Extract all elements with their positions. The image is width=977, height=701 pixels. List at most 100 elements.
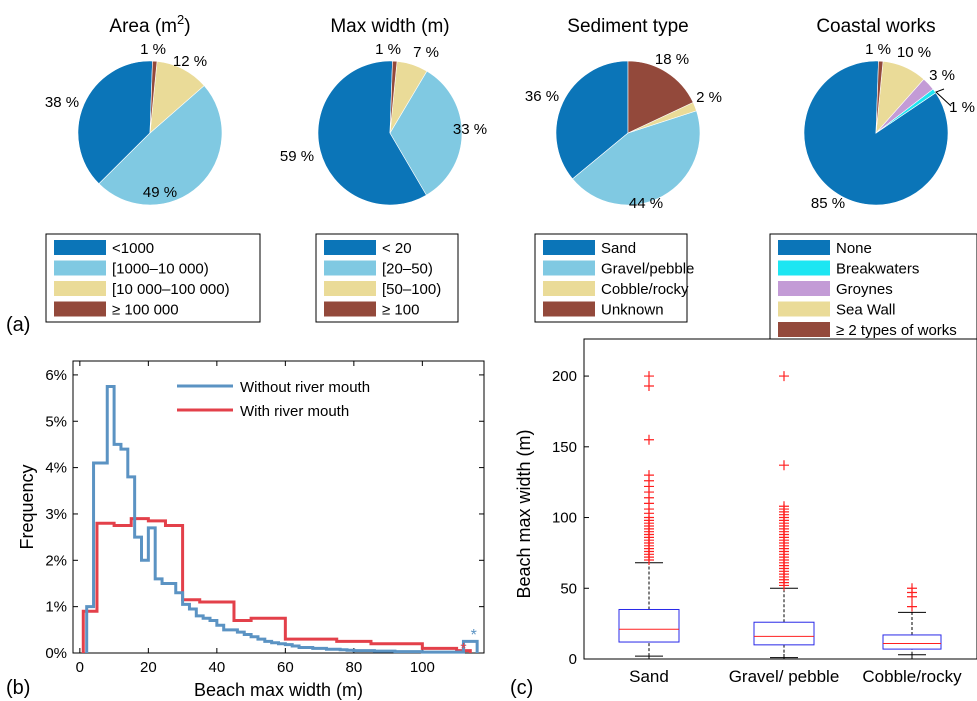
y-tick-label: 200 xyxy=(552,368,577,385)
outlier-marker xyxy=(644,371,654,382)
x-tick-label: 40 xyxy=(209,659,226,676)
x-tick-label: Sand xyxy=(629,667,669,686)
pie-percent-label: 85 % xyxy=(811,195,845,212)
series-line-without-river-mouth xyxy=(85,384,479,654)
histogram-panel: 0 20 40 60 80 100 0% 1% 2% 3% 4% 5% 6% Beach max widt… xyxy=(17,360,485,700)
pie-slice xyxy=(98,85,223,206)
legend-label: < 20 xyxy=(382,240,412,257)
pie-slice xyxy=(389,60,398,134)
panel-label-c: (c) xyxy=(510,677,533,699)
y-tick-label: 5% xyxy=(45,413,67,430)
box-iqr xyxy=(618,608,680,643)
box-3: Cobble/rocky xyxy=(862,583,962,686)
legend-label: ≥ 100 xyxy=(382,302,419,319)
legend-swatch xyxy=(543,281,595,296)
box-1: Sand xyxy=(618,371,680,686)
y-tick-label: 150 xyxy=(552,439,577,456)
pie-slice xyxy=(149,60,158,134)
legend-swatch xyxy=(543,260,595,276)
pie-title: Max width (m) xyxy=(330,16,449,37)
legend-label: None xyxy=(836,240,872,257)
panel-label-b: (b) xyxy=(6,677,30,699)
outlier-marker xyxy=(644,434,654,445)
legend-label: Groynes xyxy=(836,281,893,298)
pie-legends: <1000 [1000–10 000) [10 000–100 000) ≥ 100 … xyxy=(45,233,977,343)
legend-swatch xyxy=(543,301,595,317)
boxplot-panel: 0 50 100 150 200 Beach max width (m) Sand Grave… xyxy=(514,338,977,686)
pie-title: Coastal works xyxy=(816,16,935,37)
outlier-marker xyxy=(644,380,654,391)
legend-swatch xyxy=(778,301,830,317)
x-tick-label: Gravel/ pebble xyxy=(729,667,840,686)
legend-label: Sand xyxy=(601,240,636,257)
y-axis-label: Frequency xyxy=(17,464,37,549)
pie-chart-1: Area (m2) 38 % 49 % 12 % 1 % xyxy=(45,12,223,206)
y-tick-label: 2% xyxy=(45,552,67,569)
pie-percent-label: 36 % xyxy=(525,88,559,105)
legend-label: ≥ 100 000 xyxy=(112,302,179,319)
pie-slice xyxy=(627,60,694,134)
pie-title-main: Area (m xyxy=(109,16,177,37)
y-tick-label: 1% xyxy=(45,599,67,616)
pie-title: Sediment type xyxy=(567,16,688,37)
pie-slice xyxy=(389,70,463,196)
legend-swatch xyxy=(778,260,830,276)
y-tick-label: 4% xyxy=(45,460,67,477)
pie-percent-label: 49 % xyxy=(143,184,177,201)
pie-title-end: ) xyxy=(184,16,190,37)
series-line-with-river-mouth xyxy=(81,517,472,653)
outlier-marker xyxy=(644,470,654,481)
x-axis-label: Beach max width (m) xyxy=(194,680,363,700)
pie-percent-label: 33 % xyxy=(453,121,487,138)
legend-label: [50–100) xyxy=(382,281,441,298)
legend-label: Gravel/pebble xyxy=(601,261,694,278)
y-tick-label: 0 xyxy=(569,651,577,668)
y-tick-label: 3% xyxy=(45,506,67,523)
pie-percent-label: 2 % xyxy=(696,89,722,106)
legend-swatch xyxy=(54,281,106,296)
pie-slice xyxy=(875,60,884,134)
legend-swatch xyxy=(324,301,376,317)
legend-label: Sea Wall xyxy=(836,302,895,319)
box-2: Gravel/ pebble xyxy=(729,371,840,686)
pie-title-sup: 2 xyxy=(177,12,184,27)
pie-percent-label: 7 % xyxy=(413,44,439,61)
pie-chart-4: Coastal works 85 % 1 % 3 % 10 % 1 % xyxy=(803,16,975,212)
x-tick-label: 100 xyxy=(410,659,435,676)
leader-line xyxy=(935,88,952,107)
box-iqr xyxy=(753,621,815,646)
pie-percent-label: 1 % xyxy=(865,41,891,58)
x-tick-label: 80 xyxy=(346,659,363,676)
legend-label: [20–50) xyxy=(382,261,433,278)
legend-label: <1000 xyxy=(112,240,154,257)
outlier-marker xyxy=(907,601,917,612)
x-tick-label: Cobble/rocky xyxy=(862,667,962,686)
asterisk-marker: * xyxy=(460,641,466,658)
y-tick-label: 6% xyxy=(45,367,67,384)
outlier-marker xyxy=(779,501,789,512)
x-tick-label: 60 xyxy=(277,659,294,676)
x-tick-label: 20 xyxy=(140,659,157,676)
y-tick-label: 50 xyxy=(560,580,577,597)
legend-swatch xyxy=(778,281,830,296)
legend-label: Unknown xyxy=(601,302,664,319)
pie-slice xyxy=(77,60,153,185)
pie-percent-label: 59 % xyxy=(280,148,314,165)
box-iqr xyxy=(882,634,942,650)
legend-swatch xyxy=(54,301,106,317)
histogram-plot-area xyxy=(72,360,485,654)
boxplot-plot-area xyxy=(583,338,977,660)
y-tick-label: 0% xyxy=(45,645,67,662)
x-tick-label: 0 xyxy=(76,659,84,676)
pie-percent-label: 18 % xyxy=(655,51,689,68)
pie-charts-panel: Area (m2) 38 % 49 % 12 % 1 % Max width (m) 59 … xyxy=(45,12,975,212)
y-axis-label: Beach max width (m) xyxy=(514,429,534,598)
pie-slice xyxy=(572,110,701,206)
panel-label-a: (a) xyxy=(6,314,30,336)
legend-swatch xyxy=(54,260,106,276)
pie-title: Area (m2) xyxy=(109,12,190,37)
legend-swatch xyxy=(778,322,830,337)
pie-chart-3: Sediment type 36 % 44 % 2 % 18 % xyxy=(525,16,722,212)
legend-swatch xyxy=(543,240,595,255)
